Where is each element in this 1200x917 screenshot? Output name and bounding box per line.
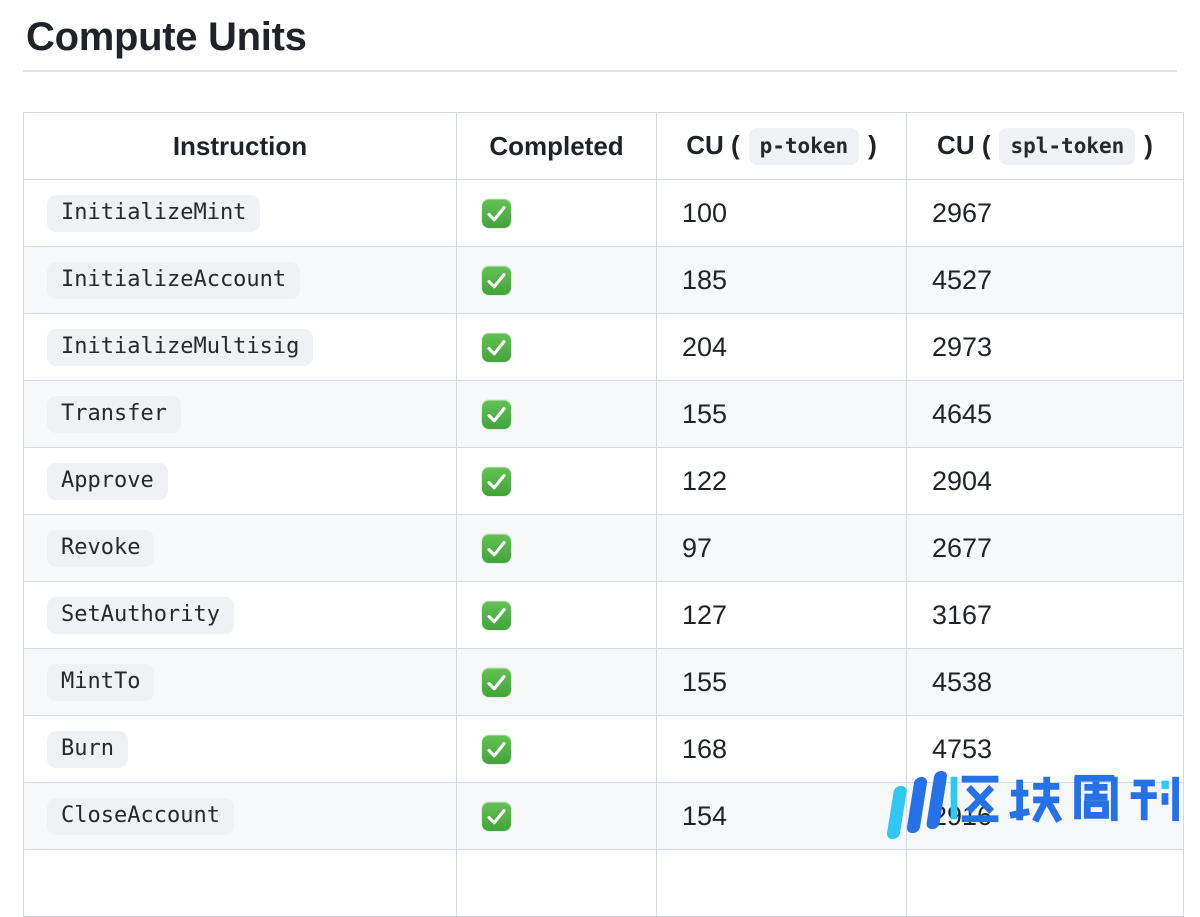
cu-spl-token-value: 2904	[906, 447, 1184, 515]
check-icon	[482, 533, 511, 563]
header-label: Instruction	[172, 130, 308, 161]
cu-p-token-value: 168	[656, 715, 907, 783]
table-row: InitializeMint 100 2967	[23, 179, 1184, 247]
check-icon	[482, 600, 511, 630]
col-header-cu-p-token: CU ( p-token)	[656, 112, 907, 180]
cu-spl-token-value: 2973	[906, 313, 1184, 381]
instruction-badge: MintTo	[47, 663, 155, 701]
cu-p-token-value: 100	[656, 179, 907, 247]
col-header-completed: Completed	[456, 112, 657, 180]
cu-spl-token-value: 4645	[906, 380, 1184, 448]
table-row: CloseAccount 154 2916	[23, 782, 1184, 850]
cu-p-token-value: 185	[656, 246, 907, 314]
cu-p-token-value: 204	[656, 313, 907, 381]
cu-p-token-value: 154	[656, 782, 907, 850]
cu-p-token-value: 127	[656, 581, 907, 649]
cu-spl-token-value: 2967	[906, 179, 1184, 247]
table-body: InitializeMint 100 2967 InitializeAccoun…	[23, 179, 1184, 850]
check-icon	[482, 466, 511, 496]
check-icon	[482, 332, 511, 362]
header-label-prefix: CU (	[686, 129, 740, 160]
instruction-badge: SetAuthority	[47, 596, 234, 634]
instruction-badge: Revoke	[47, 529, 155, 567]
check-icon	[482, 198, 511, 228]
title-divider	[23, 70, 1177, 72]
spl-token-badge: spl-token	[999, 127, 1136, 165]
cu-spl-token-value: 4538	[906, 648, 1184, 716]
document-page: Compute Units Instruction Completed CU (…	[0, 14, 1200, 917]
cu-spl-token-value: 4527	[906, 246, 1184, 314]
check-icon	[482, 399, 511, 429]
table-row-partial	[23, 849, 1184, 917]
cu-p-token-value: 122	[656, 447, 907, 515]
cu-spl-token-value: 3167	[906, 581, 1184, 649]
cu-p-token-value: 97	[656, 514, 907, 582]
cu-spl-token-value: 4753	[906, 715, 1184, 783]
col-header-instruction: Instruction	[23, 112, 457, 180]
cu-spl-token-value: 2916	[906, 782, 1184, 850]
compute-units-table: Instruction Completed CU ( p-token) CU ( s…	[23, 112, 1184, 917]
check-icon	[482, 265, 511, 295]
table-header: Instruction Completed CU ( p-token) CU ( s…	[23, 112, 1184, 180]
header-label-suffix: )	[868, 129, 877, 160]
table-row: Approve 122 2904	[23, 447, 1184, 515]
check-icon	[482, 734, 511, 764]
cu-p-token-value: 155	[656, 380, 907, 448]
cu-p-token-value: 155	[656, 648, 907, 716]
table-row: Transfer 155 4645	[23, 380, 1184, 448]
header-label-prefix: CU (	[937, 129, 991, 160]
instruction-badge: Burn	[47, 730, 128, 768]
table-row: InitializeMultisig 204 2973	[23, 313, 1184, 381]
check-icon	[482, 667, 511, 697]
instruction-badge: Approve	[47, 462, 168, 500]
page-title: Compute Units	[26, 15, 307, 59]
header-row: Instruction Completed CU ( p-token) CU ( s…	[23, 112, 1184, 180]
col-header-cu-spl-token: CU ( spl-token)	[906, 112, 1184, 180]
instruction-badge: InitializeMultisig	[47, 328, 314, 366]
header-label-suffix: )	[1144, 129, 1153, 160]
table-row: SetAuthority 127 3167	[23, 581, 1184, 649]
table-row: InitializeAccount 185 4527	[23, 246, 1184, 314]
instruction-badge: Transfer	[47, 395, 181, 433]
table-body-overflow	[23, 849, 1184, 917]
instruction-badge: InitializeMint	[47, 194, 261, 232]
cu-spl-token-value: 2677	[906, 514, 1184, 582]
p-token-badge: p-token	[748, 127, 860, 165]
instruction-badge: InitializeAccount	[47, 261, 301, 299]
header-label: Completed	[489, 130, 624, 161]
table-row: MintTo 155 4538	[23, 648, 1184, 716]
check-icon	[482, 801, 511, 831]
instruction-badge: CloseAccount	[47, 797, 234, 835]
table-row: Burn 168 4753	[23, 715, 1184, 783]
table-row: Revoke 97 2677	[23, 514, 1184, 582]
